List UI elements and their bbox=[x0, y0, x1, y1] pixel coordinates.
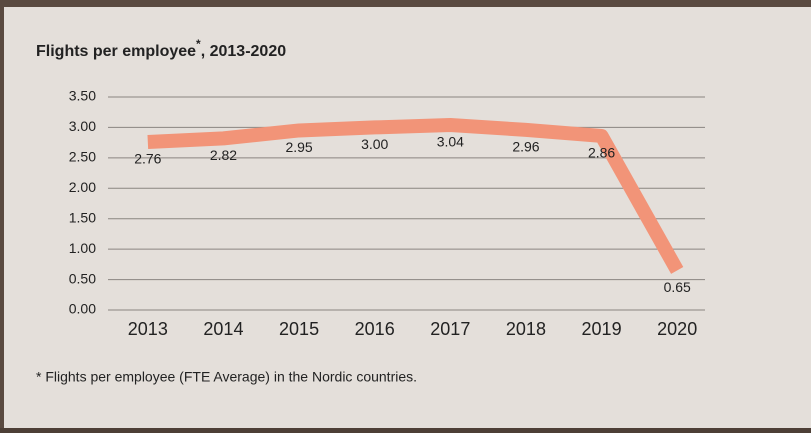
footnote: * Flights per employee (FTE Average) in … bbox=[36, 369, 417, 385]
data-label: 2.82 bbox=[210, 147, 237, 163]
data-label: 3.00 bbox=[361, 136, 388, 152]
data-label: 3.04 bbox=[437, 134, 464, 150]
y-tick-label: 1.50 bbox=[69, 209, 96, 225]
y-tick-label: 3.50 bbox=[69, 88, 96, 104]
data-label: 2.76 bbox=[134, 151, 161, 167]
panel bbox=[4, 7, 811, 428]
y-tick-label: 1.00 bbox=[69, 240, 96, 256]
x-tick-label: 2014 bbox=[203, 319, 243, 339]
x-tick-label: 2018 bbox=[506, 319, 546, 339]
title-suffix: , 2013-2020 bbox=[201, 43, 287, 60]
x-tick-label: 2013 bbox=[128, 319, 168, 339]
x-tick-label: 2019 bbox=[582, 319, 622, 339]
title-superscript: * bbox=[196, 37, 201, 51]
data-line bbox=[147, 117, 684, 274]
data-label: 2.96 bbox=[512, 139, 539, 155]
y-tick-label: 0.50 bbox=[69, 270, 96, 286]
y-tick-label: 2.00 bbox=[69, 179, 96, 195]
y-tick-label: 3.00 bbox=[69, 118, 96, 134]
data-label: 2.95 bbox=[285, 139, 312, 155]
x-tick-label: 2017 bbox=[430, 319, 470, 339]
x-tick-label: 2020 bbox=[657, 319, 697, 339]
data-label: 2.86 bbox=[588, 145, 615, 161]
title-text: Flights per employee bbox=[36, 43, 196, 60]
x-tick-label: 2016 bbox=[355, 319, 395, 339]
data-label: 0.65 bbox=[664, 279, 691, 295]
y-tick-label: 0.00 bbox=[69, 301, 96, 317]
x-tick-label: 2015 bbox=[279, 319, 319, 339]
y-tick-label: 2.50 bbox=[69, 149, 96, 165]
chart-title: Flights per employee*, 2013-2020 bbox=[36, 37, 286, 60]
